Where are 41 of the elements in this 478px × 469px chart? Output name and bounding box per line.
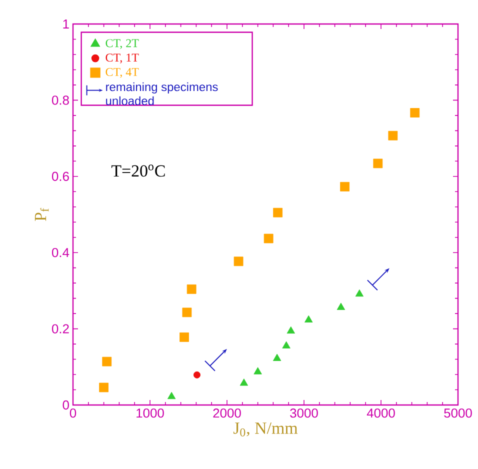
y-axis-title: P$_{f}$ <box>34 208 49 221</box>
legend-label: CT, 4T <box>106 68 139 78</box>
point <box>193 371 200 378</box>
x-tick-label: 1000 <box>136 408 164 418</box>
y-tick-label: 1 <box>63 20 69 28</box>
point <box>240 378 248 386</box>
point <box>355 289 364 297</box>
y-tick-label: 0 <box>62 400 69 410</box>
y-tick-label: 0.8 <box>52 96 69 105</box>
legend-label: CT, 1T <box>106 54 139 64</box>
point <box>99 382 108 392</box>
point <box>388 130 398 140</box>
point <box>254 367 262 374</box>
y-tick-label: 0.2 <box>52 324 69 334</box>
annotation: remaining specimens unloaded <box>106 82 218 106</box>
point <box>282 341 290 348</box>
x-tick-label: 5000 <box>444 408 472 418</box>
point <box>373 158 383 168</box>
point <box>273 208 283 218</box>
x-tick-label: 0 <box>70 408 76 418</box>
point <box>304 315 313 322</box>
legend-label: CT, 2T <box>106 39 139 49</box>
point <box>182 308 192 318</box>
point <box>340 182 350 192</box>
point <box>234 256 244 266</box>
point <box>336 302 346 310</box>
annotation: T=20$^{o}$C <box>111 164 165 177</box>
x-tick-label: 2000 <box>213 408 241 418</box>
point <box>102 356 112 366</box>
x-tick-label: 4000 <box>366 408 395 418</box>
point <box>186 284 196 294</box>
point <box>264 234 274 244</box>
point <box>180 332 189 342</box>
x-axis-title: J$_{0}$, N/mm <box>233 422 298 436</box>
y-tick-label: 0.6 <box>52 172 69 181</box>
y-tick-label: 0.4 <box>52 248 70 258</box>
point <box>410 108 420 118</box>
x-tick-label: 3000 <box>290 408 318 418</box>
point <box>167 392 176 400</box>
point <box>286 326 296 334</box>
point <box>272 354 282 361</box>
